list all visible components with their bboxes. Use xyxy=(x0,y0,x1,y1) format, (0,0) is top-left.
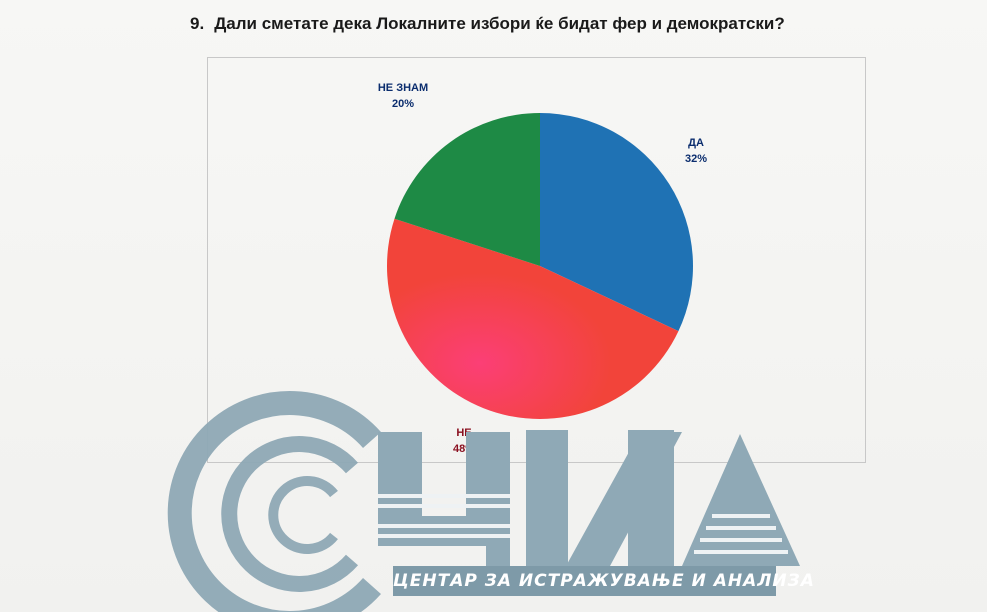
slice-value-label: 20% xyxy=(392,98,414,110)
chart-frame: ДА 32% НЕ 48% НЕ ЗНАМ 20% xyxy=(207,57,866,463)
logo-stripes xyxy=(378,494,510,538)
slice-category-label: НЕ xyxy=(456,427,471,439)
logo-c-inner-arc xyxy=(268,476,338,554)
pie-slice-1 xyxy=(540,113,693,332)
slice-value-label: 48% xyxy=(453,443,475,455)
pie-slice-3 xyxy=(394,113,540,266)
logo-a-stripes xyxy=(694,514,788,554)
pie-slice-2-highlight xyxy=(387,218,679,419)
question-heading: 9. Дали сметате дека Локалните избори ќе … xyxy=(190,14,785,34)
question-number: 9. xyxy=(190,14,205,33)
slice-value-label: 32% xyxy=(685,153,707,165)
slice-category-label: ДА xyxy=(688,137,704,149)
logo-c-middle-arc xyxy=(221,436,359,592)
slice-category-label: НЕ ЗНАМ xyxy=(378,82,428,94)
logo-banner: ЦЕНТАР ЗА ИСТРАЖУВАЊЕ И АНАЛИЗА xyxy=(393,566,814,596)
question-text: Дали сметате дека Локалните избори ќе би… xyxy=(214,14,785,33)
pie-chart: ДА 32% НЕ 48% НЕ ЗНАМ 20% xyxy=(378,82,707,455)
